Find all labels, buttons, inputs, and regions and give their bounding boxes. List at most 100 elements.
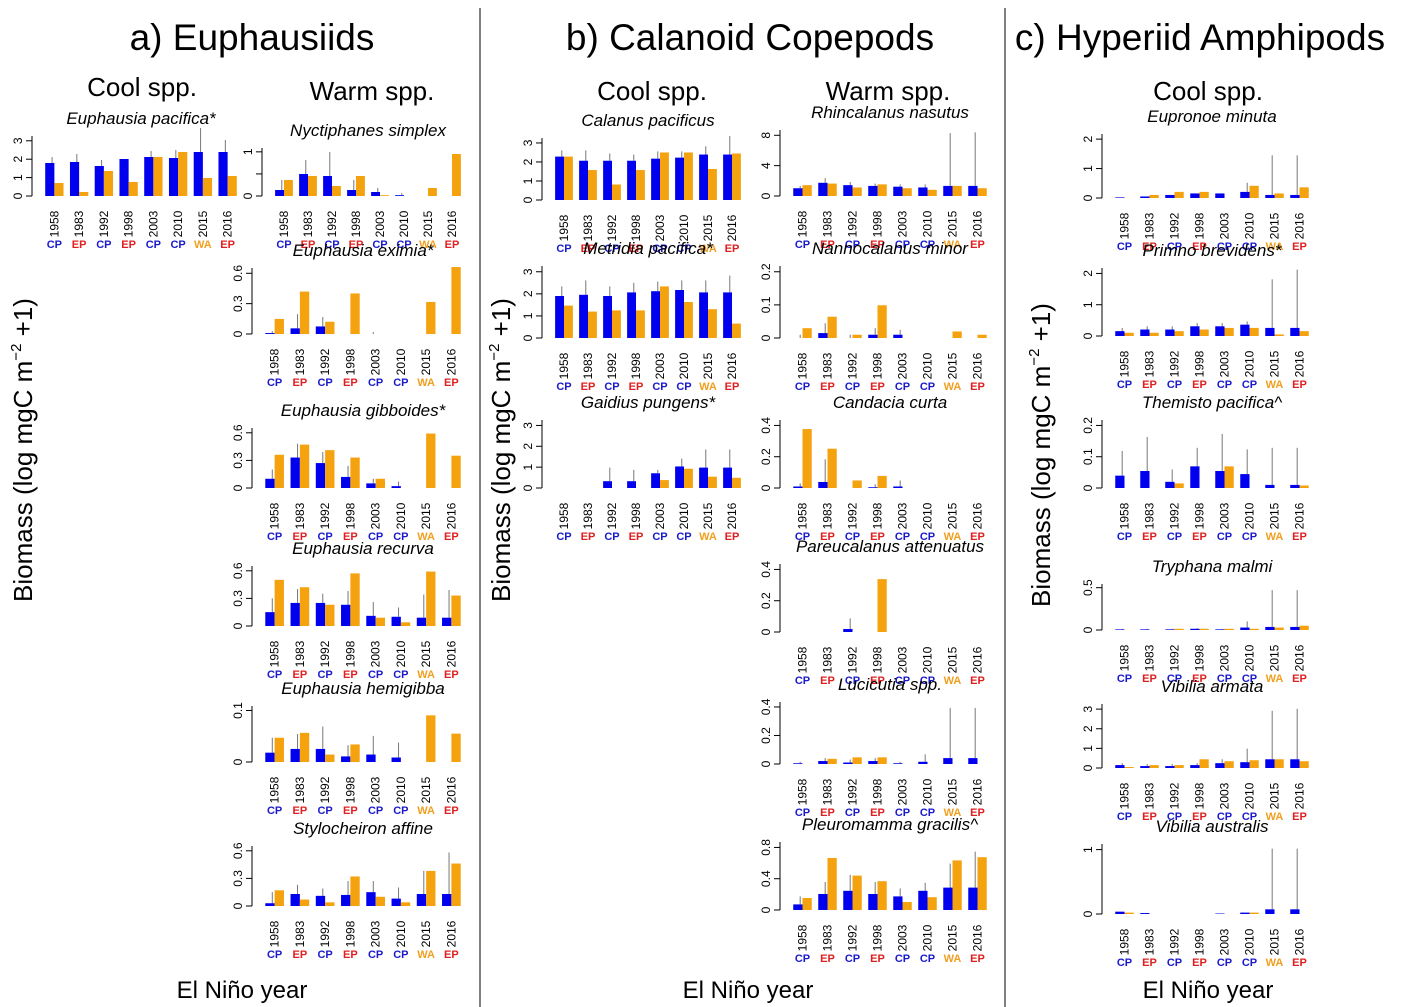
x-tick-label: 2010 <box>394 920 408 947</box>
event-type-label: CP <box>556 243 571 255</box>
x-tick-label: 1983 <box>293 776 307 803</box>
bar-blue <box>1290 909 1300 914</box>
bar-orange <box>202 178 213 196</box>
x-tick-label: 1983 <box>1143 928 1157 955</box>
event-type-label: WA <box>194 239 212 251</box>
group-label-copepods-cool: Cool spp. <box>597 76 707 106</box>
event-type-label: EP <box>820 807 835 819</box>
event-type-label: CP <box>1117 673 1132 685</box>
x-tick-label: 1998 <box>871 778 885 805</box>
x-tick-label: 2010 <box>921 502 935 529</box>
bar-blue <box>1115 197 1125 198</box>
bar-orange <box>375 896 385 906</box>
y-tick-label: 2 <box>521 158 535 165</box>
event-type-label: EP <box>725 381 740 393</box>
event-type-label: CP <box>795 531 810 543</box>
event-type-label: EP <box>820 239 835 251</box>
bar-orange <box>426 301 436 334</box>
bar-orange <box>1124 767 1134 768</box>
x-tick-label: 2010 <box>1243 782 1257 809</box>
x-tick-label: 2015 <box>419 502 433 529</box>
x-tick-label: 2010 <box>1243 644 1257 671</box>
bar-orange <box>426 571 436 626</box>
x-tick-label: 1998 <box>122 210 136 237</box>
event-type-label: EP <box>820 675 835 687</box>
x-tick-label: 2003 <box>1218 782 1232 809</box>
x-tick-label: 2003 <box>653 502 667 529</box>
bar-blue <box>818 481 828 488</box>
y-tick-label: 3 <box>521 422 535 429</box>
bar-blue <box>1290 327 1300 336</box>
x-tick-label: 1983 <box>1143 212 1157 239</box>
event-type-label: EP <box>343 377 358 389</box>
bar-blue <box>699 154 708 200</box>
event-type-label: EP <box>444 805 459 817</box>
bar-blue <box>1165 481 1175 488</box>
event-type-label: CP <box>393 377 408 389</box>
x-tick-label: 1983 <box>821 924 835 951</box>
panel-title: Pleuromamma gracilis^ <box>802 815 979 834</box>
event-type-label: WA <box>944 239 962 251</box>
event-type-label: CP <box>47 239 62 251</box>
event-type-label: CP <box>795 675 810 687</box>
bar-blue <box>391 898 401 906</box>
bar-blue <box>290 602 300 626</box>
x-tick-label: 2015 <box>701 214 715 241</box>
panel-title: Euphausia hemigibba <box>281 679 445 698</box>
event-type-label: WA <box>699 531 717 543</box>
x-tick-label: 2016 <box>444 348 458 375</box>
event-type-label: CP <box>920 381 935 393</box>
event-type-label: EP <box>820 381 835 393</box>
x-tick-label: 2016 <box>971 924 985 951</box>
bar-blue <box>391 757 401 762</box>
x-tick-label: 1983 <box>72 210 86 237</box>
x-tick-label: 1992 <box>605 214 619 241</box>
event-type-label: EP <box>343 669 358 681</box>
event-type-label: EP <box>1192 811 1207 823</box>
y-tick-label: 0.3 <box>231 452 245 469</box>
bar-blue <box>699 467 708 488</box>
y-tick-label: 4 <box>759 162 773 169</box>
bar-blue <box>968 887 978 910</box>
y-tick-label: 0 <box>521 484 535 491</box>
bar-blue <box>442 894 452 906</box>
y-tick-label: 0 <box>521 196 535 203</box>
bar-blue <box>1115 765 1125 768</box>
bar-blue <box>45 163 55 196</box>
x-tick-label: 1958 <box>47 210 61 237</box>
bar-blue <box>315 326 326 334</box>
chart-panel: Gaidius pungens* 0 1 2 3 1958 CP 1983 EP 1992 CP 19… <box>521 393 741 543</box>
bar-blue <box>968 185 978 196</box>
bar-orange <box>274 890 284 906</box>
event-type-label: EP <box>581 381 596 393</box>
event-type-label: EP <box>444 531 459 543</box>
event-type-label: CP <box>1217 379 1232 391</box>
x-tick-label: 1998 <box>871 924 885 951</box>
bar-orange <box>299 899 310 906</box>
bar-orange <box>952 860 962 910</box>
panel-title: Gaidius pungens* <box>581 393 717 412</box>
x-tick-label: 1958 <box>1118 928 1132 955</box>
x-tick-label: 1983 <box>821 210 835 237</box>
bar-blue <box>1215 629 1225 630</box>
y-tick-label: 0 <box>759 628 773 635</box>
y-tick-label: 0 <box>1081 910 1095 917</box>
bar-blue <box>290 328 300 334</box>
panel-title: Vibilia australis <box>1155 817 1269 836</box>
bar-orange <box>426 433 436 488</box>
x-tick-label: 1998 <box>1193 928 1207 955</box>
event-type-label: CP <box>1242 241 1257 253</box>
panels: Euphausia pacifica*01231958CP1983EP1992C… <box>11 103 1309 969</box>
x-tick-label: 2010 <box>394 502 408 529</box>
bar-blue <box>723 467 732 488</box>
bar-blue <box>651 473 660 488</box>
event-type-label: CP <box>368 805 383 817</box>
x-tick-label: 2003 <box>1218 928 1232 955</box>
bar-blue <box>843 185 853 196</box>
y-tick-label: 0 <box>231 330 245 337</box>
bar-orange <box>1149 194 1159 198</box>
event-type-label: CP <box>1217 811 1232 823</box>
bar-blue <box>290 748 300 762</box>
x-tick-label: 1998 <box>1193 212 1207 239</box>
event-type-label: EP <box>1192 957 1207 969</box>
